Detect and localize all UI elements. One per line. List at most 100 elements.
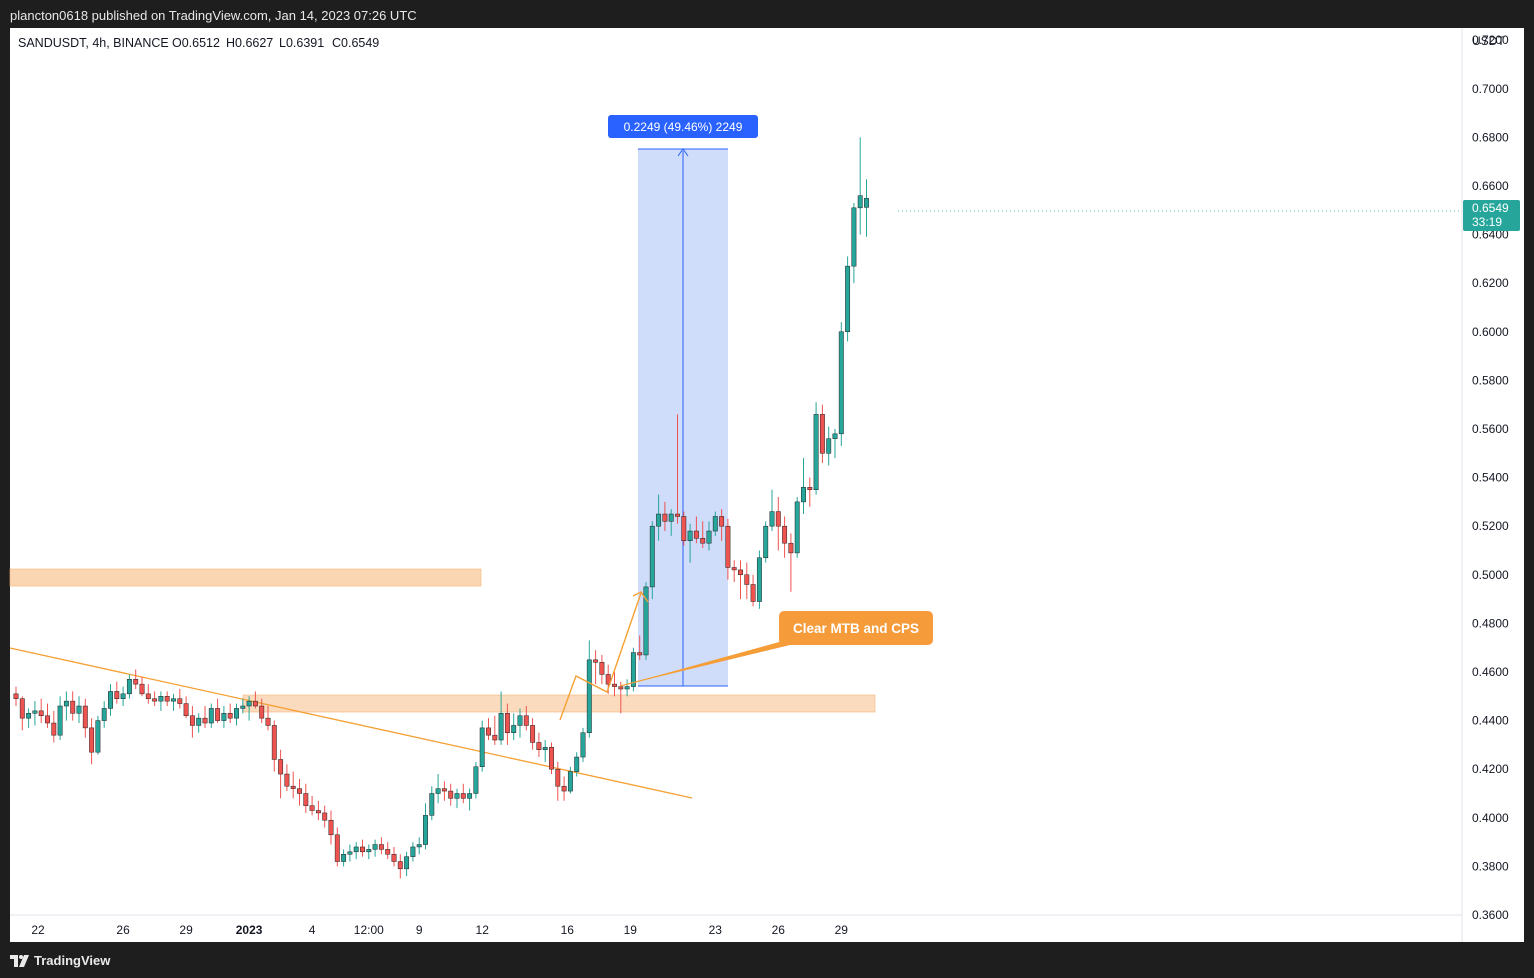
candle[interactable] [423,803,428,850]
candle[interactable] [234,703,239,726]
candle[interactable] [656,494,662,541]
candle[interactable] [271,720,277,772]
candle[interactable] [240,698,246,714]
candle[interactable] [152,691,158,707]
candle[interactable] [63,691,69,721]
candle[interactable] [681,511,687,546]
candle[interactable] [378,837,384,855]
candle[interactable] [479,720,485,772]
candle[interactable] [750,574,756,607]
candle[interactable] [265,706,271,731]
candle[interactable] [89,718,95,765]
candle[interactable] [284,764,290,792]
candle[interactable] [290,771,296,799]
candle[interactable] [649,521,655,600]
candle[interactable] [763,521,769,563]
candle[interactable] [851,202,857,284]
candle[interactable] [618,681,624,714]
candle[interactable] [120,686,126,707]
candle[interactable] [549,742,554,775]
candle[interactable] [76,696,82,724]
candle[interactable] [353,842,359,860]
measure-badge[interactable] [608,115,758,138]
callout-box[interactable] [779,611,933,645]
candle[interactable] [744,562,750,600]
candle[interactable] [580,727,586,762]
candle[interactable] [454,788,460,809]
candle[interactable] [498,691,504,745]
candle[interactable] [221,706,227,728]
candle[interactable] [832,428,838,459]
candle[interactable] [171,693,176,711]
candle[interactable] [278,749,284,799]
candle[interactable] [227,703,233,724]
candle[interactable] [429,786,435,821]
candle[interactable] [101,701,107,728]
candle[interactable] [775,497,781,551]
candle[interactable] [467,788,473,811]
candle[interactable] [315,800,321,821]
candle[interactable] [435,774,441,804]
candle[interactable] [624,679,630,697]
candle[interactable] [202,706,208,728]
candle[interactable] [612,671,617,697]
candle[interactable] [586,640,592,738]
candle[interactable] [95,715,101,755]
candle[interactable] [70,691,76,721]
candle[interactable] [360,839,365,857]
candle[interactable] [391,846,397,867]
candle[interactable] [473,761,479,799]
candle[interactable] [719,509,725,541]
candle[interactable] [662,501,668,532]
candle[interactable] [404,851,410,877]
candle[interactable] [567,766,573,794]
candle[interactable] [189,706,195,738]
candle[interactable] [183,696,189,719]
candle[interactable] [555,761,561,801]
candle[interactable] [372,839,378,857]
candle[interactable] [51,710,57,743]
candle[interactable] [246,696,252,721]
candle[interactable] [517,708,523,738]
candle[interactable] [108,684,113,716]
candle[interactable] [637,635,643,660]
chart-frame[interactable] [10,28,1524,942]
candle[interactable] [687,523,693,563]
candle[interactable] [13,686,19,707]
candle[interactable] [441,781,447,801]
candle[interactable] [126,674,132,699]
candle[interactable] [693,516,699,544]
candle[interactable] [82,698,88,738]
candle[interactable] [57,696,63,741]
candle[interactable] [542,740,548,762]
candle[interactable] [177,688,183,709]
candle[interactable] [26,708,32,728]
candle[interactable] [38,698,44,724]
projection-path[interactable] [559,592,642,721]
candle[interactable] [706,521,712,551]
candle[interactable] [819,404,825,463]
candle[interactable] [133,669,139,689]
candle[interactable] [511,713,517,741]
candle[interactable] [675,414,680,524]
candle[interactable] [164,691,170,707]
support-zone[interactable] [242,694,876,713]
candle[interactable] [801,458,806,515]
candle[interactable] [574,752,580,777]
candle[interactable] [322,805,328,828]
candle[interactable] [864,179,869,237]
candle[interactable] [158,691,164,711]
candle[interactable] [599,654,605,685]
candle[interactable] [794,497,800,558]
candle[interactable] [712,511,718,536]
candle[interactable] [145,684,151,704]
candle[interactable] [788,533,794,592]
candle[interactable] [309,795,315,816]
candle[interactable] [448,783,454,806]
candle[interactable] [756,550,762,609]
candle[interactable] [366,844,372,860]
candle[interactable] [196,713,202,733]
candle[interactable] [668,509,674,536]
candle[interactable] [561,776,567,801]
